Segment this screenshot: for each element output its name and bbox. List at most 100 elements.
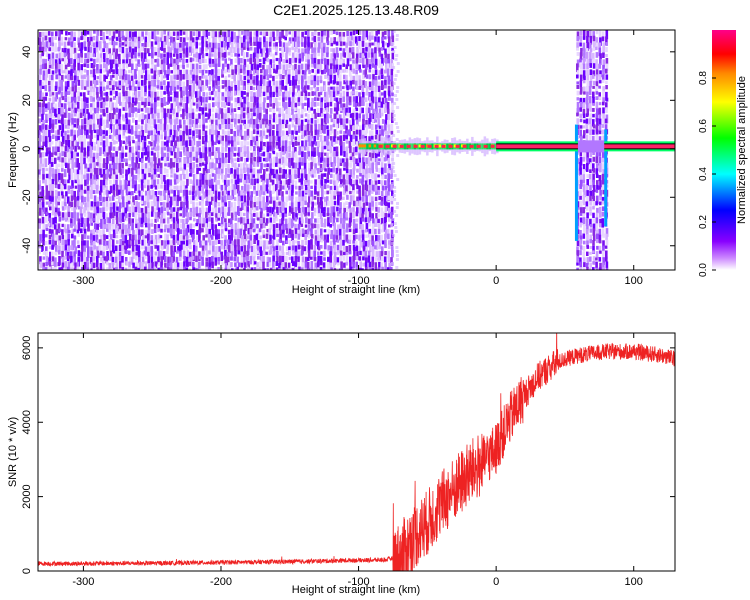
noise-cell	[166, 234, 169, 241]
noise-cell	[57, 195, 61, 201]
noise-cell	[374, 173, 377, 182]
noise-cell	[194, 174, 198, 184]
noise-cell	[268, 68, 272, 78]
noise-cell	[262, 185, 265, 192]
noise-cell	[258, 201, 262, 210]
noise-cell	[39, 96, 42, 101]
noise-cell	[189, 251, 192, 259]
noise-cell	[384, 262, 387, 270]
noise-cell	[231, 240, 234, 246]
noise-cell	[230, 36, 234, 45]
noise-cell	[137, 196, 141, 200]
noise-cell	[243, 174, 247, 184]
noise-cell	[148, 246, 151, 256]
noise-cell	[102, 35, 106, 44]
noise-cell	[201, 48, 204, 55]
noise-cell	[377, 218, 380, 223]
noise-cell	[182, 212, 185, 218]
noise-cell	[140, 108, 144, 112]
noise-cell	[55, 163, 58, 171]
noise-cell	[172, 212, 176, 221]
noise-cell	[221, 63, 225, 71]
noise-cell	[252, 136, 256, 143]
noise-cell	[131, 36, 135, 46]
noise-cell	[51, 256, 55, 266]
noise-cell	[54, 125, 57, 129]
band-cell	[576, 52, 580, 56]
noise-cell	[313, 47, 317, 56]
noise-cell	[326, 212, 330, 217]
noise-cell	[38, 174, 42, 180]
noise-cell	[260, 174, 263, 182]
noise-cell	[105, 235, 109, 239]
noise-cell	[345, 246, 349, 255]
noise-cell	[294, 69, 298, 75]
noise-cell	[247, 196, 250, 200]
noise-cell	[166, 35, 169, 43]
noise-cell	[38, 211, 42, 216]
noise-cell	[68, 107, 71, 111]
noise-cell	[395, 38, 399, 41]
noise-cell	[323, 52, 326, 59]
noise-cell	[166, 240, 170, 245]
noise-cell	[317, 123, 321, 133]
noise-cell	[77, 96, 81, 101]
noise-cell	[169, 147, 173, 153]
noise-cell	[100, 179, 103, 189]
noise-cell	[332, 58, 336, 66]
noise-cell	[380, 180, 384, 186]
noise-cell	[135, 151, 138, 156]
noise-cell	[131, 130, 134, 134]
noise-cell	[92, 86, 96, 95]
noise-cell	[369, 245, 372, 253]
noise-cell	[380, 47, 384, 51]
noise-cell	[228, 57, 231, 61]
noise-cell	[233, 47, 236, 53]
noise-cell	[391, 102, 394, 111]
noise-cell	[141, 195, 144, 206]
noise-cell	[172, 37, 176, 44]
noise-cell	[272, 81, 276, 87]
noise-cell	[192, 69, 196, 78]
noise-cell	[176, 250, 179, 254]
noise-cell	[211, 59, 215, 64]
noise-cell	[237, 74, 240, 81]
noise-cell	[279, 52, 283, 62]
noise-cell	[160, 112, 164, 120]
noise-cell	[365, 113, 369, 120]
noise-cell	[163, 30, 166, 35]
noise-cell	[115, 63, 118, 74]
noise-cell	[272, 59, 275, 64]
noise-cell	[157, 130, 160, 136]
noise-cell	[93, 202, 97, 210]
noise-cell	[288, 189, 292, 196]
noise-cell	[220, 266, 224, 270]
noise-cell	[233, 136, 237, 143]
noise-cell	[345, 223, 349, 233]
noise-cell	[208, 257, 211, 266]
noise-cell	[343, 267, 346, 270]
noise-cell	[74, 246, 77, 254]
noise-cell	[266, 96, 270, 100]
noise-cell	[266, 141, 270, 151]
noise-cell	[384, 174, 387, 179]
noise-cell	[282, 59, 285, 64]
noise-cell	[147, 251, 150, 257]
noise-cell	[364, 37, 368, 41]
noise-cell	[266, 92, 269, 99]
noise-cell	[90, 268, 93, 270]
noise-cell	[156, 91, 160, 97]
noise-cell	[83, 96, 87, 107]
band-cell	[579, 52, 583, 61]
noise-cell	[365, 266, 368, 270]
noise-cell	[99, 250, 103, 256]
noise-cell	[285, 255, 288, 262]
noise-cell	[301, 233, 305, 237]
noise-cell	[86, 75, 90, 81]
noise-cell	[51, 64, 54, 70]
noise-cell	[185, 228, 189, 237]
noise-cell	[131, 167, 134, 177]
noise-cell	[51, 134, 55, 139]
noise-cell	[377, 207, 380, 213]
noise-cell	[358, 96, 362, 107]
